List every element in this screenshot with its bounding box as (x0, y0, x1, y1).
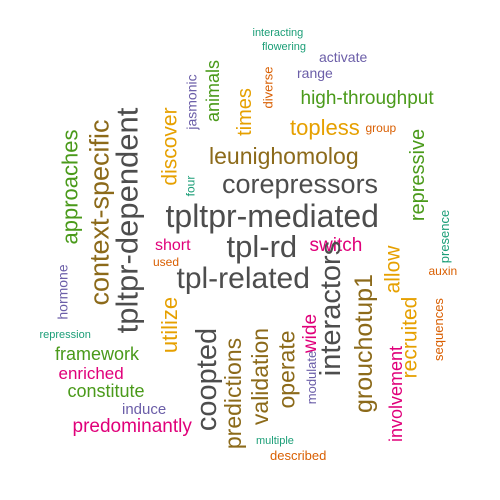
word-validation: validation (246, 327, 273, 425)
word-tpltpr-mediated: tpltpr-mediated (165, 198, 379, 234)
word-operate: operate (273, 329, 300, 409)
word-repression: repression (39, 328, 91, 341)
word-tpl-related: tpl-related (176, 262, 310, 295)
word-four: four (182, 175, 197, 197)
word-used: used (153, 255, 180, 269)
word-corepressors: corepressors (222, 168, 379, 199)
word-tpltpr-dependent: tpltpr-dependent (109, 107, 145, 333)
word-utilize: utilize (157, 296, 183, 354)
word-predominantly: predominantly (72, 415, 192, 437)
word-short: short (155, 237, 191, 254)
word-auxin: auxin (428, 264, 458, 278)
word-repressive: repressive (407, 128, 430, 222)
word-jasmonic: jasmonic (183, 74, 200, 130)
word-discover: discover (158, 106, 182, 186)
word-switch: switch (309, 234, 363, 256)
word-enriched: enriched (58, 363, 124, 383)
word-sequences: sequences (430, 297, 446, 361)
word-context-specific: context-specific (84, 118, 115, 306)
word-range: range (297, 65, 333, 81)
word-topless: topless (290, 115, 360, 140)
word-tpl-rd: tpl-rd (226, 228, 298, 264)
word-framework: framework (55, 344, 140, 364)
word-leunighomolog: leunighomolog (209, 142, 359, 169)
word-animals: animals (203, 59, 224, 123)
word-multiple: multiple (256, 434, 294, 447)
word-flowering: flowering (262, 40, 307, 53)
word-coopted: coopted (190, 327, 223, 431)
word-hormone: hormone (54, 264, 71, 320)
word-described: described (270, 447, 327, 463)
word-high-throughput: high-throughput (300, 87, 434, 109)
word-times: times (233, 88, 256, 136)
word-diverse: diverse (260, 66, 276, 108)
word-approaches: approaches (56, 129, 82, 245)
word-allow: allow (381, 245, 405, 293)
word-induce: induce (122, 400, 167, 418)
word-predictions: predictions (219, 337, 246, 449)
word-activate: activate (319, 49, 368, 65)
word-interactors: interactors (314, 240, 347, 376)
word-presence: presence (436, 209, 452, 263)
word-grouchotup1: grouchotup1 (349, 273, 378, 413)
word-involvement: involvement (386, 345, 407, 443)
word-interacting: interacting (252, 26, 304, 39)
word-group: group (365, 121, 397, 135)
word-constitute: constitute (67, 381, 145, 401)
